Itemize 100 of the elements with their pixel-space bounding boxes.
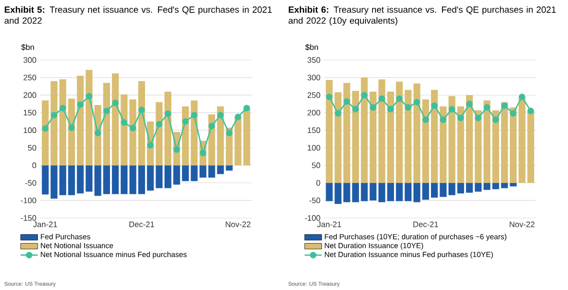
point bbox=[112, 100, 119, 106]
point bbox=[387, 106, 394, 112]
bar bbox=[76, 76, 84, 166]
point bbox=[120, 119, 128, 126]
point bbox=[528, 108, 534, 114]
bar bbox=[164, 92, 172, 166]
bar bbox=[217, 106, 224, 166]
point bbox=[138, 106, 145, 114]
bar bbox=[86, 165, 92, 192]
bar bbox=[50, 165, 58, 199]
bar bbox=[173, 165, 180, 185]
bar bbox=[326, 182, 333, 202]
point bbox=[370, 104, 376, 111]
bar bbox=[103, 165, 110, 194]
bar bbox=[334, 182, 342, 204]
point bbox=[147, 142, 154, 149]
bar bbox=[59, 79, 66, 166]
point bbox=[173, 146, 180, 153]
bar bbox=[474, 110, 482, 183]
point bbox=[352, 106, 359, 112]
bar bbox=[208, 165, 216, 178]
point bbox=[226, 130, 232, 136]
bar bbox=[527, 110, 534, 183]
point bbox=[42, 125, 49, 132]
point bbox=[164, 110, 172, 117]
point bbox=[457, 114, 464, 122]
bar bbox=[352, 90, 359, 183]
chart-title: Exhibit 5: Treasury net issuance vs. Fed's QE purchases in 2021 and 2022 bbox=[4, 6, 272, 24]
point bbox=[440, 116, 446, 123]
bar bbox=[518, 96, 526, 183]
point bbox=[518, 94, 526, 100]
bar bbox=[59, 165, 66, 196]
point bbox=[326, 94, 333, 100]
chart-title: Exhibit 6: Treasury net issuance vs. Fed's QE purchases in 2021 and 2022 (10y equivalents) bbox=[288, 6, 556, 26]
point bbox=[60, 104, 66, 112]
bar bbox=[466, 182, 473, 193]
bar bbox=[243, 108, 250, 166]
bar bbox=[326, 80, 333, 183]
bar bbox=[484, 100, 490, 183]
bar bbox=[94, 165, 102, 196]
point bbox=[422, 116, 429, 123]
bar bbox=[457, 182, 464, 194]
bar bbox=[492, 182, 500, 190]
bar bbox=[448, 96, 456, 183]
bar bbox=[370, 92, 376, 183]
point bbox=[344, 98, 350, 105]
bar bbox=[42, 165, 49, 194]
point bbox=[378, 95, 386, 102]
bar bbox=[226, 165, 233, 171]
bar bbox=[448, 182, 456, 196]
bar bbox=[457, 106, 464, 183]
point bbox=[182, 118, 189, 125]
bar bbox=[474, 182, 482, 192]
bar bbox=[510, 182, 517, 186]
point bbox=[414, 98, 420, 106]
bar bbox=[76, 165, 84, 194]
point bbox=[492, 116, 499, 123]
bar bbox=[182, 165, 189, 182]
bar bbox=[164, 165, 172, 188]
point bbox=[77, 101, 84, 108]
bar bbox=[190, 165, 198, 182]
point bbox=[361, 92, 368, 98]
point bbox=[156, 121, 162, 128]
bar bbox=[466, 95, 473, 183]
point bbox=[217, 112, 224, 118]
bar bbox=[501, 182, 508, 188]
point bbox=[244, 104, 250, 112]
bar bbox=[492, 110, 500, 183]
point bbox=[190, 112, 198, 118]
bar bbox=[50, 81, 58, 166]
bar bbox=[343, 182, 350, 202]
bar bbox=[334, 92, 342, 183]
bar bbox=[68, 165, 75, 196]
bar bbox=[378, 182, 386, 202]
point bbox=[474, 114, 482, 122]
point bbox=[68, 124, 75, 131]
bar bbox=[360, 78, 368, 183]
point bbox=[208, 122, 215, 130]
bar bbox=[234, 116, 242, 166]
bar bbox=[103, 82, 110, 166]
bar bbox=[387, 182, 394, 202]
bar bbox=[378, 79, 386, 183]
bar bbox=[501, 102, 508, 183]
bar bbox=[86, 70, 92, 166]
point bbox=[50, 112, 58, 118]
bar bbox=[217, 165, 224, 174]
bar bbox=[370, 182, 376, 200]
point bbox=[130, 124, 136, 132]
point bbox=[200, 150, 206, 156]
bar bbox=[387, 92, 394, 183]
point bbox=[86, 92, 92, 100]
bar bbox=[343, 82, 350, 183]
point bbox=[466, 100, 473, 108]
bar bbox=[42, 100, 49, 166]
point bbox=[334, 110, 342, 117]
point bbox=[510, 110, 516, 117]
bar bbox=[360, 182, 368, 202]
point bbox=[448, 106, 456, 112]
point bbox=[484, 104, 490, 111]
point bbox=[396, 95, 403, 102]
